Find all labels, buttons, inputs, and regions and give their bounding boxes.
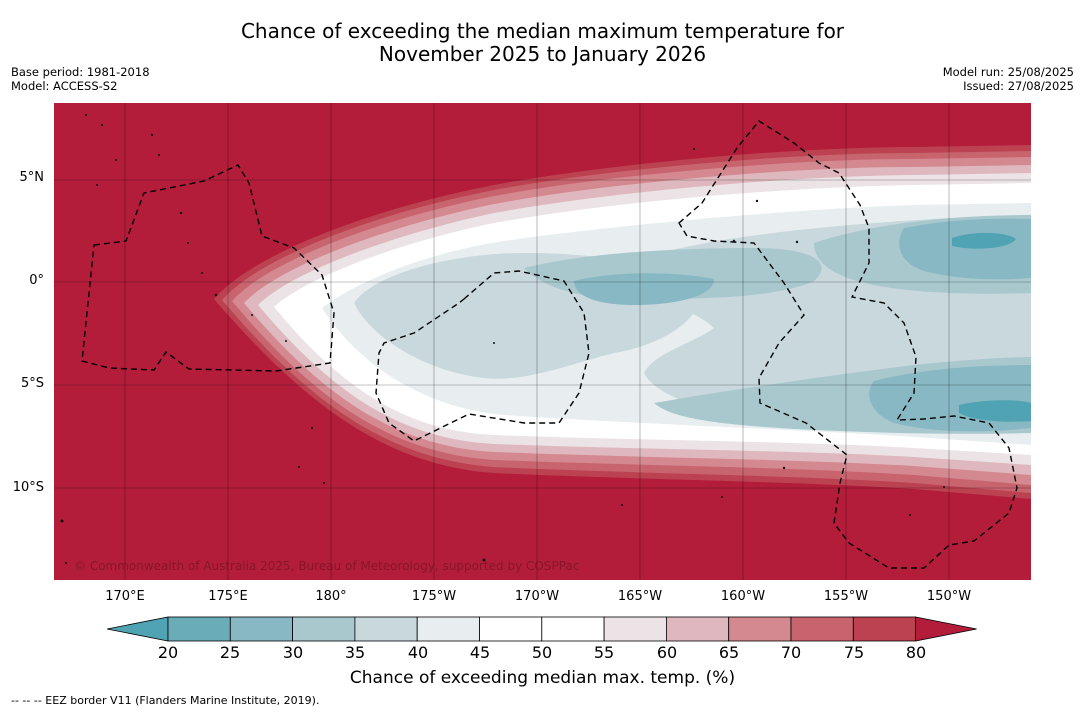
eez-borders xyxy=(81,120,1018,569)
cbar-tick-75: 75 xyxy=(843,643,865,662)
colorbar-segment xyxy=(292,616,356,642)
cbar-tick-50: 50 xyxy=(531,643,553,662)
cbar-tick-30: 30 xyxy=(282,643,304,662)
colorbar-segment xyxy=(479,616,543,642)
eez-border-east xyxy=(678,120,1018,569)
meta-left: Base period: 1981-2018 Model: ACCESS-S2 xyxy=(11,65,150,93)
cbar-tick-65: 65 xyxy=(718,643,740,662)
colorbar-segment xyxy=(852,616,916,642)
map-title: Chance of exceeding the median maximum t… xyxy=(0,20,1085,66)
cbar-tick-45: 45 xyxy=(469,643,491,662)
lat-label-10s: 10°S xyxy=(12,480,44,495)
eez-legend: -- -- -- EEZ border V11 (Flanders Marine… xyxy=(11,694,320,707)
patch-20-east-south xyxy=(959,400,1031,422)
title-line-1: Chance of exceeding the median maximum t… xyxy=(240,19,845,43)
probability-map: © Commonwealth of Australia 2025, Bureau… xyxy=(54,103,1031,580)
colorbar-segment xyxy=(666,616,730,642)
islands xyxy=(60,114,945,564)
lon-label-165w: 165°W xyxy=(617,589,663,604)
colorbar-segments xyxy=(107,616,977,642)
cbar-tick-80: 80 xyxy=(905,643,927,662)
lat-label-5n: 5°N xyxy=(19,170,45,185)
cbar-tick-35: 35 xyxy=(344,643,366,662)
colorbar-segment xyxy=(541,616,605,642)
colorbar xyxy=(107,616,977,642)
colorbar-segment xyxy=(167,616,231,642)
model-run: Model run: 25/08/2025 xyxy=(942,65,1074,79)
lat-label-5s: 5°S xyxy=(20,376,44,391)
base-period: Base period: 1981-2018 xyxy=(11,65,150,79)
cbar-tick-25: 25 xyxy=(219,643,241,662)
issued-date: Issued: 27/08/2025 xyxy=(963,79,1074,93)
lon-label-155w: 155°W xyxy=(823,589,869,604)
cbar-tick-55: 55 xyxy=(593,643,615,662)
meta-right: Model run: 25/08/2025 Issued: 27/08/2025 xyxy=(943,65,1074,93)
colorbar-segment xyxy=(229,616,294,642)
colorbar-segment xyxy=(354,616,418,642)
colorbar-segment xyxy=(416,616,480,642)
patch-20-east-north xyxy=(952,232,1016,249)
colorbar-segment xyxy=(603,616,667,642)
cbar-tick-70: 70 xyxy=(780,643,802,662)
copyright-text: © Commonwealth of Australia 2025, Bureau… xyxy=(74,559,579,573)
colorbar-segment xyxy=(790,616,854,642)
lon-label-180: 180° xyxy=(315,589,347,604)
lon-label-170e: 170°E xyxy=(105,589,145,604)
lon-label-170w: 170°W xyxy=(514,589,560,604)
lon-label-175w: 175°W xyxy=(411,589,457,604)
eez-border-central xyxy=(375,270,590,442)
eez-border-west xyxy=(81,164,335,372)
colorbar-extend-low xyxy=(107,616,169,642)
model-name: Model: ACCESS-S2 xyxy=(11,79,118,93)
title-line-2: November 2025 to January 2026 xyxy=(378,42,707,66)
lat-label-0: 0° xyxy=(29,273,44,288)
colorbar-extend-high xyxy=(915,616,977,642)
patch-25-central xyxy=(574,273,714,305)
lon-label-150w: 150°W xyxy=(926,589,972,604)
lon-label-175e: 175°E xyxy=(208,589,248,604)
colorbar-segment xyxy=(728,616,792,642)
cbar-tick-60: 60 xyxy=(656,643,678,662)
lon-label-160w: 160°W xyxy=(720,589,766,604)
graticule xyxy=(54,103,1031,580)
cbar-tick-40: 40 xyxy=(407,643,429,662)
cbar-tick-20: 20 xyxy=(157,643,179,662)
colorbar-label: Chance of exceeding median max. temp. (%… xyxy=(349,668,736,688)
